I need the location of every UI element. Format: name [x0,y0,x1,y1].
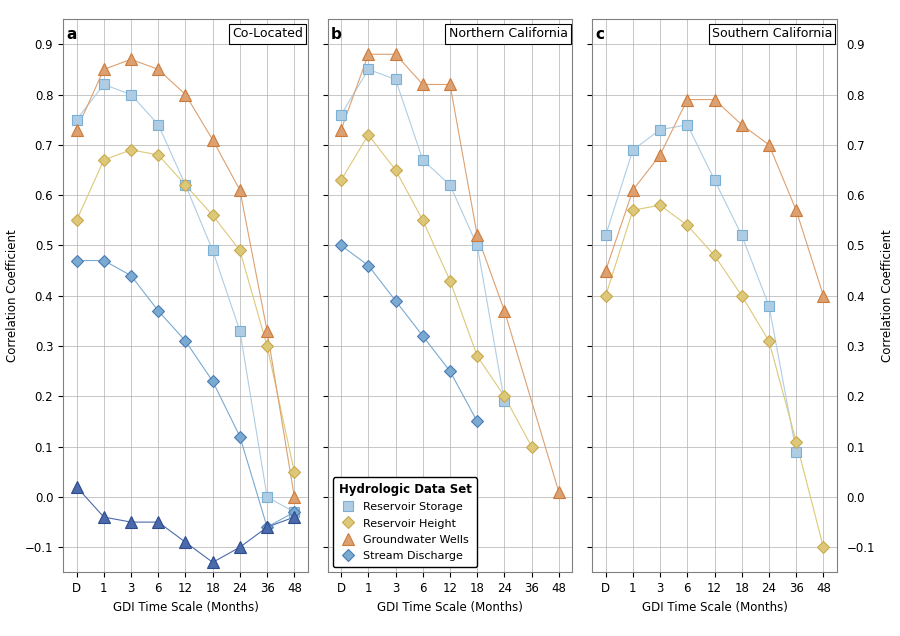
Y-axis label: Correlation Coefficient: Correlation Coefficient [6,230,19,362]
Line: Groundwater Wells: Groundwater Wells [336,49,564,497]
Reservoir Height [472,352,482,360]
Line: Stream Discharge: Stream Discharge [337,241,482,425]
Reservoir Storage [499,398,509,405]
Stream Discharge [445,368,455,375]
Stream Discharge [363,262,374,270]
Groundwater Wells [363,50,374,58]
Groundwater Wells [472,232,482,239]
X-axis label: GDI Time Scale (Months): GDI Time Scale (Months) [377,600,523,614]
X-axis label: GDI Time Scale (Months): GDI Time Scale (Months) [642,600,788,614]
Reservoir Storage [445,181,455,189]
Stream Discharge [472,418,482,425]
Stream Discharge [391,297,401,305]
Groundwater Wells [554,488,564,495]
X-axis label: GDI Time Scale (Months): GDI Time Scale (Months) [112,600,258,614]
Legend: Reservoir Storage, Reservoir Height, Groundwater Wells, Stream Discharge: Reservoir Storage, Reservoir Height, Gro… [333,478,477,567]
Text: Northern California: Northern California [448,27,568,40]
Reservoir Storage [336,111,346,118]
Reservoir Height [526,443,537,450]
Reservoir Height [445,277,455,284]
Groundwater Wells [418,81,428,88]
Groundwater Wells [499,307,509,315]
Reservoir Storage [472,242,482,249]
Text: a: a [67,27,77,43]
Reservoir Height [336,176,346,184]
Groundwater Wells [391,50,401,58]
Line: Reservoir Height: Reservoir Height [337,130,536,451]
Reservoir Height [499,392,509,400]
Groundwater Wells [336,126,346,134]
Reservoir Storage [391,76,401,83]
Text: b: b [331,27,342,43]
Reservoir Height [391,166,401,174]
Groundwater Wells [445,81,455,88]
Reservoir Storage [363,66,374,73]
Reservoir Height [418,216,428,224]
Stream Discharge [336,242,346,249]
Text: c: c [596,27,605,43]
Text: Southern California: Southern California [712,27,832,40]
Reservoir Height [363,131,374,139]
Y-axis label: Correlation Coefficient: Correlation Coefficient [881,230,894,362]
Line: Reservoir Storage: Reservoir Storage [337,64,509,406]
Reservoir Storage [418,156,428,163]
Text: Co-Located: Co-Located [232,27,303,40]
Stream Discharge [418,332,428,340]
